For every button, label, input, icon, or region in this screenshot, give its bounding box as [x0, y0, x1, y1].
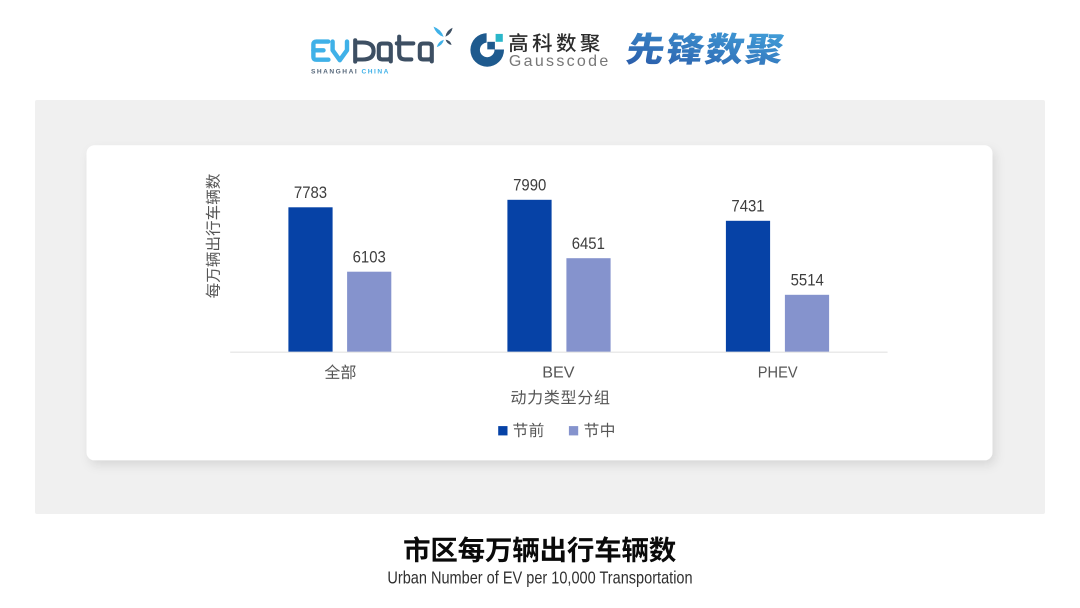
svg-text:7990: 7990 — [513, 175, 546, 194]
svg-text:SHANGHAI CHINA: SHANGHAI CHINA — [311, 68, 390, 75]
svg-text:6451: 6451 — [572, 234, 605, 253]
svg-text:6103: 6103 — [353, 247, 386, 266]
svg-text:7783: 7783 — [294, 183, 327, 202]
svg-text:5514: 5514 — [791, 270, 824, 289]
svg-text:BEV: BEV — [542, 365, 575, 382]
svg-text:Urban Number of EV per 10,000: Urban Number of EV per 10,000 Transporta… — [387, 567, 692, 587]
svg-text:Gausscode: Gausscode — [509, 53, 611, 70]
svg-text:PHEV: PHEV — [758, 365, 798, 382]
svg-text:7431: 7431 — [731, 196, 764, 215]
